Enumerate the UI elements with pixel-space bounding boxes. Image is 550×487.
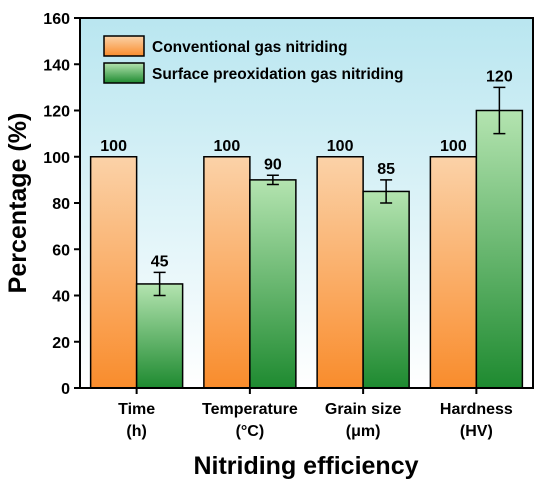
x-tick-label: Grain size xyxy=(325,401,402,418)
y-tick-label: 40 xyxy=(52,289,70,306)
data-label: 45 xyxy=(151,253,169,270)
y-tick-label: 160 xyxy=(43,11,70,28)
y-tick-label: 100 xyxy=(43,150,70,167)
x-tick-label: (°C) xyxy=(236,423,265,440)
x-tick-label: Temperature xyxy=(202,401,298,418)
y-tick-label: 120 xyxy=(43,104,70,121)
y-tick-label: 80 xyxy=(52,196,70,213)
x-axis-title: Nitriding efficiency xyxy=(193,452,418,480)
y-tick-label: 140 xyxy=(43,57,70,74)
plot-frame xyxy=(79,17,534,389)
y-tick-label: 20 xyxy=(52,335,70,352)
legend-swatch xyxy=(103,35,145,57)
y-tick-label: 60 xyxy=(52,242,70,259)
x-tick-label: (HV) xyxy=(460,423,493,440)
legend-label: Conventional gas nitriding xyxy=(152,39,347,56)
bar xyxy=(135,283,184,389)
data-label: 85 xyxy=(377,161,395,178)
data-label: 100 xyxy=(440,138,467,155)
x-tick-label: (h) xyxy=(126,423,146,440)
data-label: 100 xyxy=(214,138,241,155)
bar xyxy=(316,156,364,389)
y-axis-title: Percentage (%) xyxy=(4,113,32,294)
bar xyxy=(475,109,524,389)
bar xyxy=(362,190,410,389)
legend-label: Surface preoxidation gas nitriding xyxy=(152,66,403,83)
data-label: 120 xyxy=(486,68,513,85)
data-label: 100 xyxy=(327,138,354,155)
bar xyxy=(429,156,478,389)
bar xyxy=(249,179,297,389)
x-tick-label: Hardness xyxy=(440,401,513,418)
data-label: 90 xyxy=(264,156,282,173)
x-tick-label: Time xyxy=(118,401,155,418)
bar xyxy=(203,156,251,389)
y-tick-label: 0 xyxy=(61,381,70,398)
x-tick-label: (μm) xyxy=(346,423,381,440)
bar xyxy=(89,156,138,389)
data-label: 100 xyxy=(100,138,127,155)
legend-swatch xyxy=(103,62,145,84)
